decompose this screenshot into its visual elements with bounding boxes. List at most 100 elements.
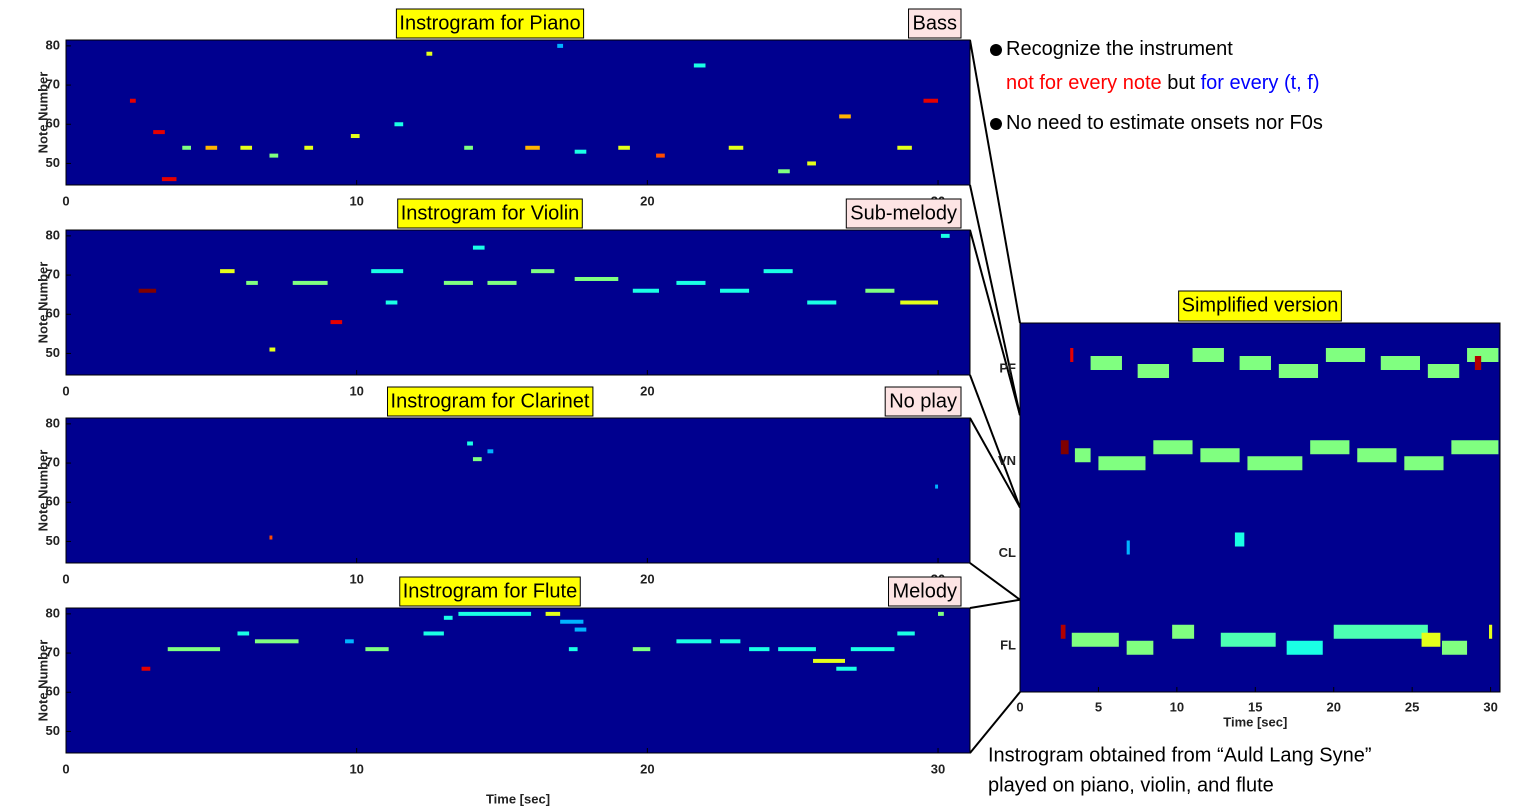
bullet [990,118,1002,130]
y-axis-label: Note Number [35,72,50,154]
x-tick-label: 30 [1483,699,1497,714]
note-cell [525,146,540,150]
connector [970,600,1020,608]
note-cell [633,647,650,651]
note-cell [546,612,561,616]
instrument-cell [1357,448,1396,462]
instrument-cell [1287,641,1323,655]
heatmap-background [66,608,970,753]
note-cell [458,612,531,616]
note-cell [900,301,938,305]
note-cell [676,639,711,643]
panel-tag: Bass [913,12,957,34]
instrument-cell [1098,456,1145,470]
row-label: CL [999,545,1016,560]
instrument-cell [1240,356,1271,370]
note-cell [575,150,587,154]
note-cell [255,639,299,643]
note-cell [269,536,272,540]
x-tick-label: 15 [1248,699,1262,714]
note-cell [676,281,705,285]
panel-title: Instrogram for Flute [403,580,578,602]
note-cell [237,631,249,635]
note-cell [304,146,313,150]
instrument-cell [1075,448,1091,462]
note-cell [807,161,816,165]
instrument-cell [1235,533,1244,547]
instrument-cell [1442,641,1467,655]
x-tick-label: 0 [62,761,69,776]
instrument-cell [1127,641,1154,655]
instrument-cell [1404,456,1443,470]
x-tick-label: 0 [62,193,69,208]
note-cell [865,289,894,293]
instrument-cell [1467,348,1498,362]
panel-tag: Sub-melody [850,202,957,224]
x-tick-label: 0 [1016,699,1023,714]
note-cell [618,146,630,150]
note-cell [839,114,851,118]
note-cell [394,122,403,126]
note-cell [764,269,793,273]
y-axis-label: Note Number [35,640,50,722]
panel-title: Simplified version [1182,294,1339,316]
x-tick-label: 20 [640,761,654,776]
note-cell [749,647,769,651]
note-cell [293,281,328,285]
note-cell [656,154,665,158]
x-tick-label: 20 [640,193,654,208]
instrument-cell [1061,440,1069,454]
panel-title: Instrogram for Clarinet [391,390,590,412]
x-tick-label: 10 [349,761,363,776]
note-cell [220,269,235,273]
note-cell [240,146,252,150]
text-run: for every (t, f) [1201,72,1320,94]
note-cell [168,647,220,651]
instrument-cell [1381,356,1420,370]
x-tick-label: 5 [1095,699,1102,714]
note-cell [778,169,790,173]
note-cell [807,301,836,305]
note-cell [729,146,744,150]
heatmap-background [66,418,970,563]
note-cell [473,457,482,461]
instrument-cell [1061,625,1066,639]
instrument-cell [1279,364,1318,378]
note-cell [575,628,587,632]
row-label: FL [1000,637,1016,652]
note-cell [206,146,218,150]
note-cell [720,289,749,293]
note-cell [560,620,583,624]
text-run: Recognize the instrument [1006,38,1233,60]
note-cell [142,667,151,671]
note-cell [444,616,453,620]
note-cell [464,146,473,150]
bullet-text: not for every note but for every (t, f) [1006,72,1319,94]
note-cell [569,647,578,651]
y-tick-label: 80 [46,605,60,620]
instrument-cell [1451,440,1498,454]
row-label: PF [999,361,1016,376]
connector [970,375,1020,508]
x-tick-label: 20 [1326,699,1340,714]
y-tick-label: 50 [46,345,60,360]
y-tick-label: 80 [46,37,60,52]
note-cell [487,449,493,453]
note-cell [531,269,554,273]
note-cell [467,441,473,445]
instrument-cell [1489,625,1492,639]
note-cell [139,289,156,293]
note-cell [269,154,278,158]
note-cell [246,281,258,285]
instrument-cell [1221,633,1276,647]
x-axis-label: Time [sec] [1223,714,1287,729]
note-cell [351,134,360,138]
text-run: but [1162,72,1201,94]
y-axis-label: Note Number [35,450,50,532]
panel-tag: Melody [893,580,957,602]
note-cell [633,289,659,293]
slide: 506070800102030Note NumberInstrogram for… [0,0,1533,811]
instrument-cell [1070,348,1073,362]
x-tick-label: 10 [349,571,363,586]
bullet-text: No need to estimate onsets nor F0s [1006,112,1323,134]
